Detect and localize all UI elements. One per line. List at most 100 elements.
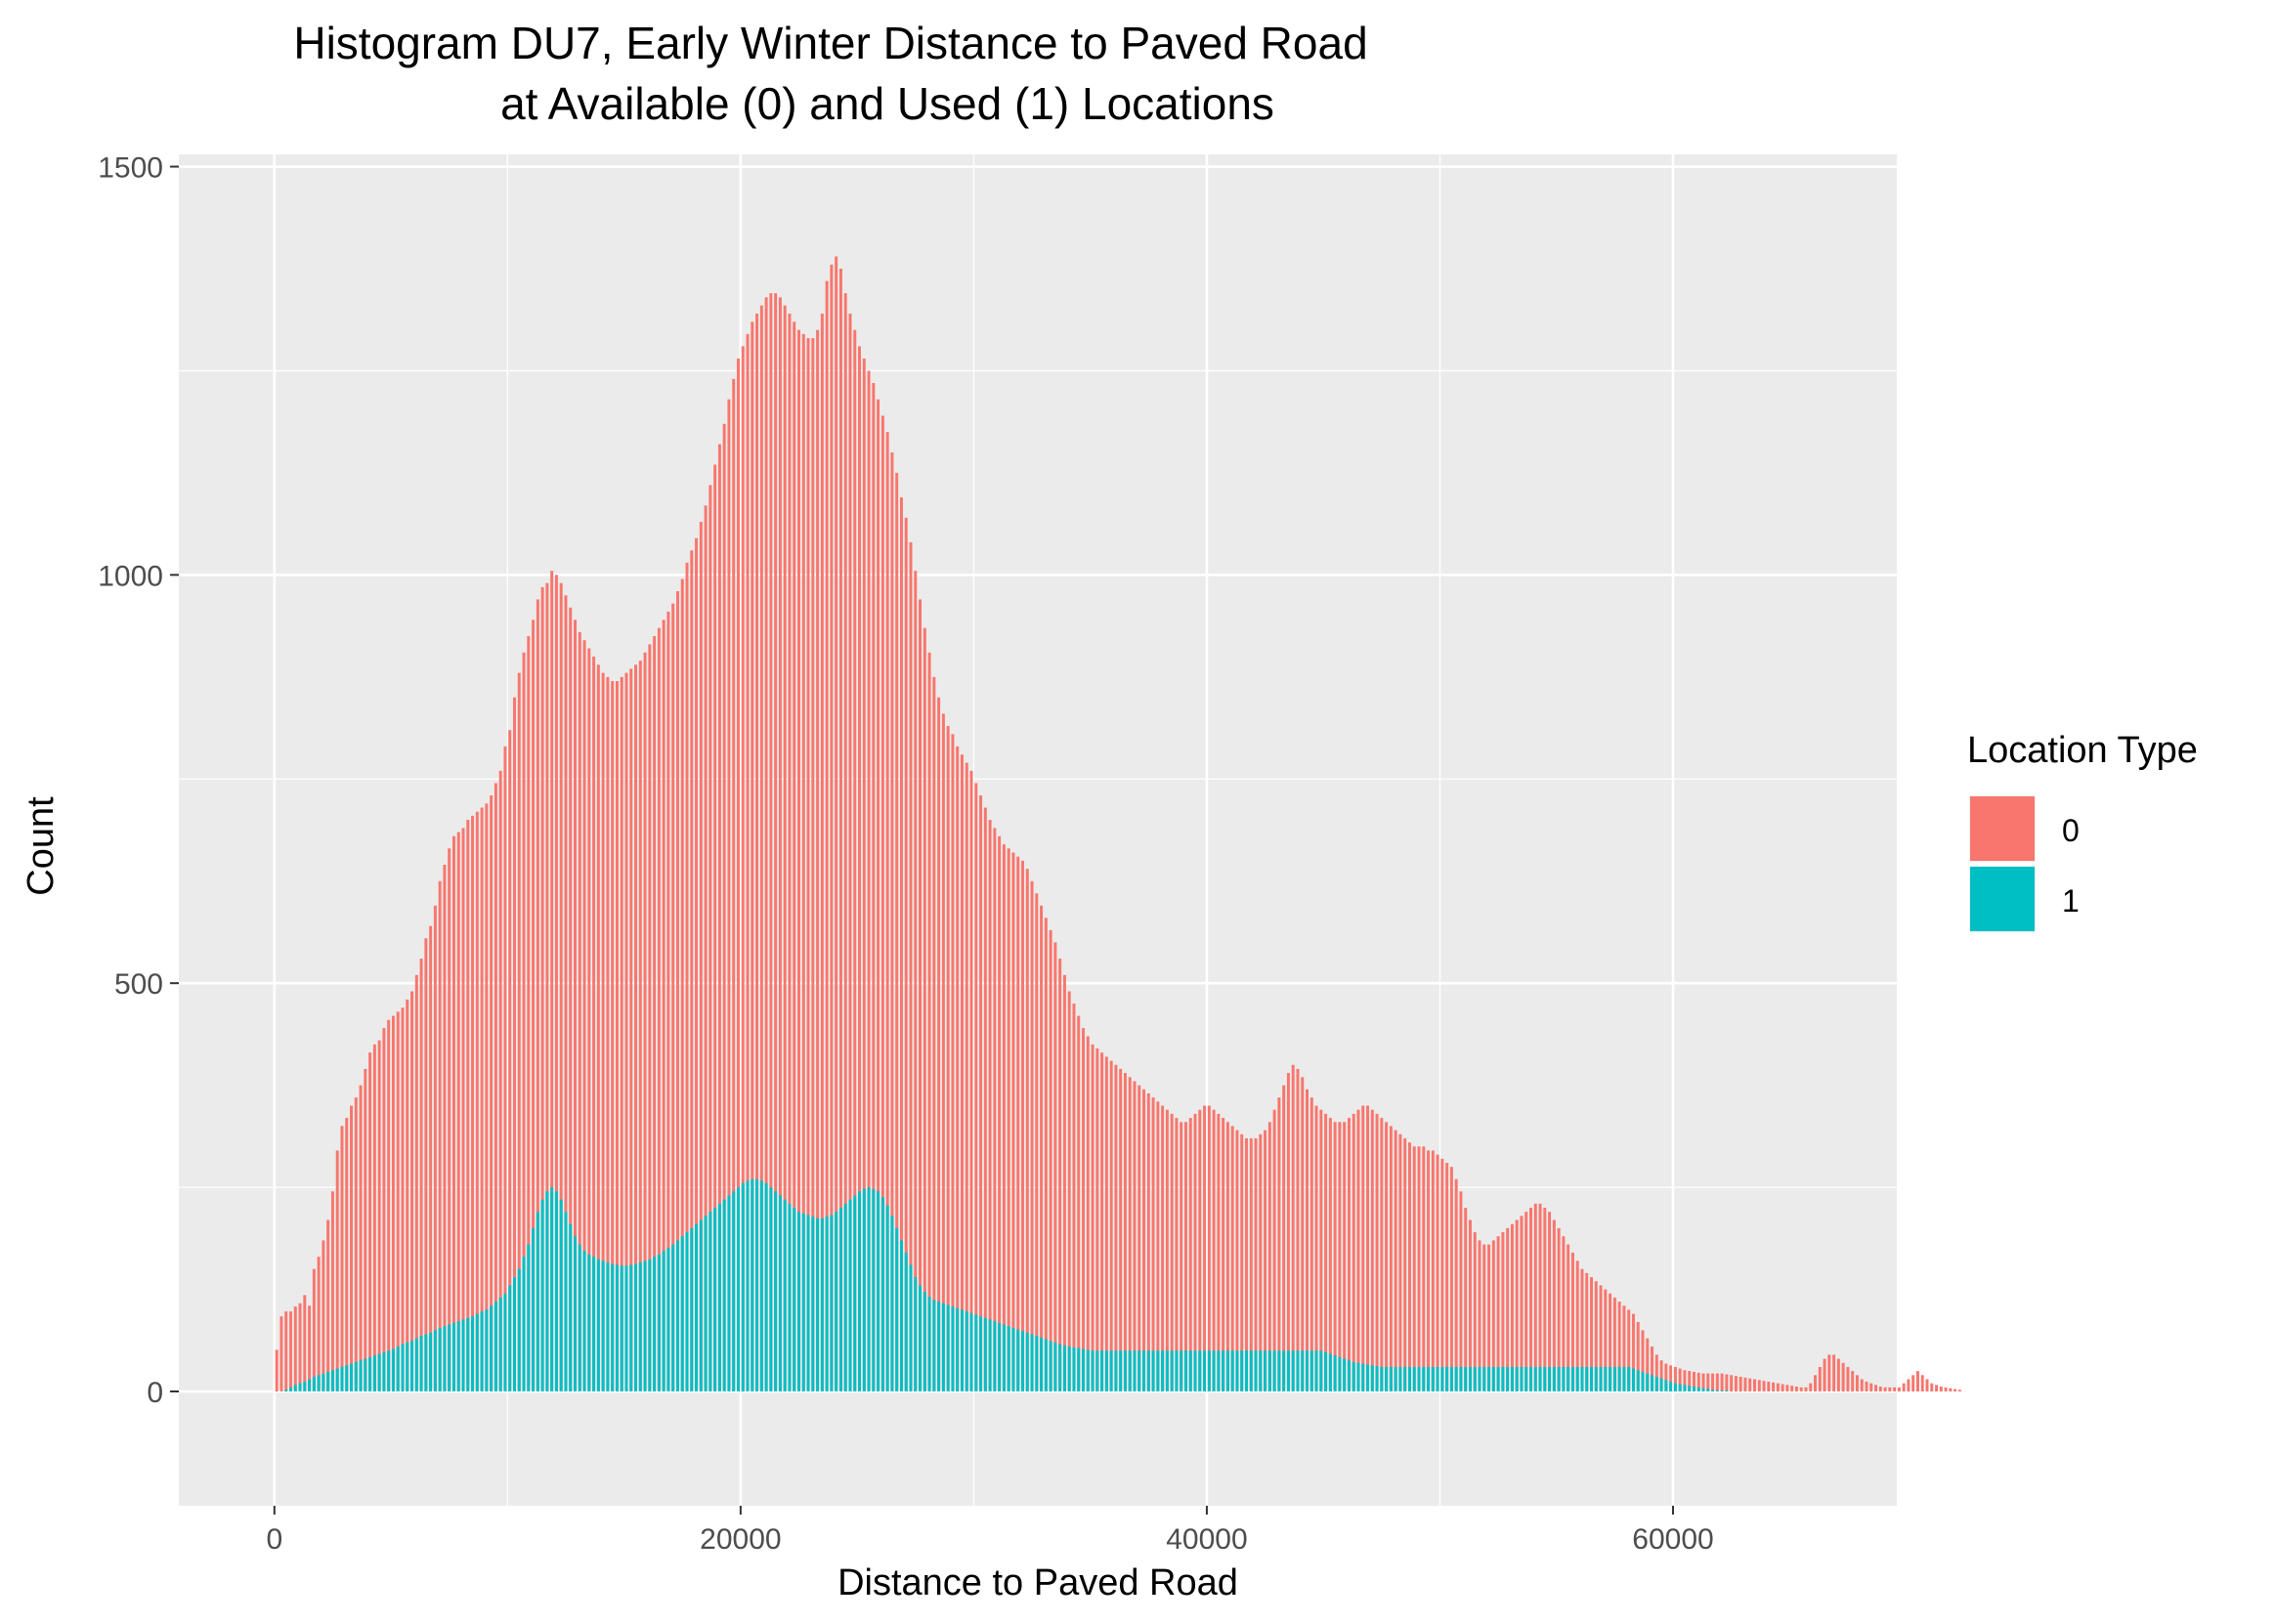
- histogram-bar-series-0: [419, 959, 423, 1391]
- histogram-bar-series-0: [806, 338, 810, 1392]
- histogram-bar-series-0: [1636, 1321, 1640, 1392]
- histogram-bar-series-0: [1473, 1232, 1477, 1392]
- histogram-bar-series-0: [643, 652, 647, 1392]
- histogram-bar-series-1: [574, 1236, 577, 1392]
- histogram-bar-series-1: [387, 1350, 391, 1392]
- histogram-bar-series-1: [406, 1342, 409, 1392]
- histogram-bar-series-1: [1445, 1366, 1449, 1392]
- histogram-bar-series-0: [1836, 1358, 1840, 1392]
- histogram-bar-series-1: [638, 1261, 642, 1392]
- histogram-bar-series-1: [774, 1191, 778, 1391]
- histogram-bar-series-1: [335, 1368, 339, 1392]
- histogram-bar-series-0: [1878, 1387, 1882, 1392]
- histogram-bar-series-1: [1175, 1350, 1179, 1392]
- histogram-bar-series-1: [1016, 1329, 1020, 1392]
- histogram-bar-series-1: [382, 1351, 386, 1392]
- histogram-bar-series-0: [1935, 1385, 1939, 1392]
- histogram-bar-series-1: [951, 1306, 955, 1392]
- histogram-bar-series-0: [293, 1306, 297, 1392]
- histogram-bar-series-0: [1617, 1302, 1621, 1392]
- histogram-bar-series-0: [1846, 1366, 1850, 1392]
- histogram-bar-series-1: [1264, 1350, 1267, 1392]
- histogram-bar-series-1: [330, 1370, 334, 1392]
- histogram-bar-series-0: [1659, 1360, 1663, 1391]
- histogram-bar-series-0: [1225, 1122, 1229, 1391]
- histogram-bar-series-0: [969, 770, 973, 1392]
- histogram-bar-series-1: [877, 1191, 880, 1391]
- histogram-bar-series-0: [606, 676, 610, 1392]
- histogram-bar-series-1: [1133, 1350, 1137, 1392]
- histogram-bar-series-1: [550, 1187, 554, 1392]
- histogram-bar-series-1: [578, 1244, 581, 1392]
- histogram-bar-series-0: [1753, 1379, 1756, 1391]
- histogram-bar-series-0: [1823, 1358, 1826, 1392]
- histogram-bar-series-0: [1044, 918, 1048, 1392]
- histogram-bar-series-0: [1748, 1378, 1752, 1392]
- histogram-bar-series-0: [1818, 1366, 1822, 1392]
- histogram-bar-series-1: [494, 1302, 497, 1392]
- histogram-bar-series-1: [1138, 1350, 1141, 1392]
- histogram-bar-series-0: [326, 1219, 330, 1392]
- histogram-bar-series-1: [1673, 1383, 1677, 1392]
- histogram-bar-series-0: [1693, 1371, 1696, 1392]
- histogram-bar-series-1: [820, 1218, 824, 1392]
- histogram-bar-series-1: [364, 1358, 367, 1392]
- histogram-bar-series-1: [1688, 1386, 1692, 1392]
- histogram-bar-series-1: [1533, 1366, 1537, 1392]
- histogram-bar-series-0: [1683, 1370, 1687, 1392]
- histogram-bar-series-0: [1790, 1386, 1794, 1392]
- histogram-bar-series-1: [1002, 1324, 1006, 1392]
- histogram-bar-series-0: [1664, 1363, 1668, 1392]
- chart-subtitle: at Available (0) and Used (1) Locations: [500, 78, 1274, 129]
- histogram-bar-series-1: [993, 1321, 997, 1392]
- histogram-bar-series-0: [732, 378, 736, 1392]
- histogram-bar-series-1: [1296, 1350, 1300, 1392]
- histogram-bar-series-0: [1203, 1105, 1207, 1392]
- histogram-bar-series-1: [1510, 1366, 1514, 1392]
- histogram-bar-series-0: [1907, 1379, 1910, 1391]
- histogram-bar-series-1: [727, 1195, 731, 1392]
- histogram-bar-series-0: [1851, 1371, 1855, 1392]
- histogram-bar-series-0: [998, 835, 1002, 1392]
- histogram-bar-series-1: [1109, 1350, 1113, 1392]
- histogram-bar-series-1: [1459, 1366, 1463, 1392]
- histogram-bar-series-0: [532, 620, 536, 1392]
- histogram-bar-series-1: [1203, 1350, 1207, 1392]
- histogram-bar-series-1: [1562, 1366, 1566, 1392]
- histogram-bar-series-1: [1067, 1346, 1071, 1392]
- histogram-bar-series-0: [1198, 1109, 1202, 1392]
- histogram-bar-series-0: [330, 1191, 334, 1391]
- histogram-bar-series-0: [322, 1240, 325, 1392]
- histogram-bar-series-0: [624, 672, 628, 1392]
- histogram-bar-series-0: [1333, 1122, 1337, 1391]
- histogram-bar-series-0: [433, 905, 437, 1392]
- histogram-bar-series-0: [1949, 1388, 1953, 1392]
- histogram-bar-series-1: [988, 1319, 992, 1392]
- histogram-bar-series-0: [1622, 1305, 1626, 1392]
- histogram-bar-series-0: [1515, 1219, 1519, 1392]
- histogram-bar-series-1: [569, 1223, 573, 1392]
- grid-minor: [179, 154, 1897, 1506]
- histogram-bar-series-1: [1165, 1350, 1169, 1392]
- histogram-bar-series-1: [1142, 1350, 1146, 1392]
- histogram-bar-series-1: [540, 1199, 544, 1392]
- histogram-bar-series-0: [848, 313, 852, 1392]
- histogram-bar-series-1: [564, 1212, 568, 1392]
- histogram-bar-series-0: [1183, 1122, 1187, 1391]
- histogram-bar-series-0: [1781, 1384, 1784, 1392]
- histogram-bar-series-0: [1328, 1118, 1332, 1392]
- histogram-bar-series-1: [797, 1212, 800, 1392]
- histogram-bar-series-1: [909, 1264, 913, 1392]
- histogram-bar-series-0: [741, 346, 745, 1392]
- histogram-bar-series-1: [1343, 1358, 1347, 1392]
- histogram-bar-series-0: [490, 794, 494, 1391]
- histogram-bar-series-1: [1301, 1350, 1305, 1392]
- histogram-bar-series-1: [1394, 1366, 1397, 1392]
- histogram-bar-series-0: [1235, 1130, 1239, 1392]
- histogram-bar-series-0: [522, 652, 526, 1392]
- histogram-bar-series-0: [1114, 1064, 1118, 1392]
- histogram-bar-series-1: [340, 1366, 344, 1392]
- histogram-bar-series-1: [1641, 1371, 1645, 1392]
- histogram-bar-series-1: [811, 1217, 815, 1392]
- histogram-bar-series-1: [410, 1341, 414, 1392]
